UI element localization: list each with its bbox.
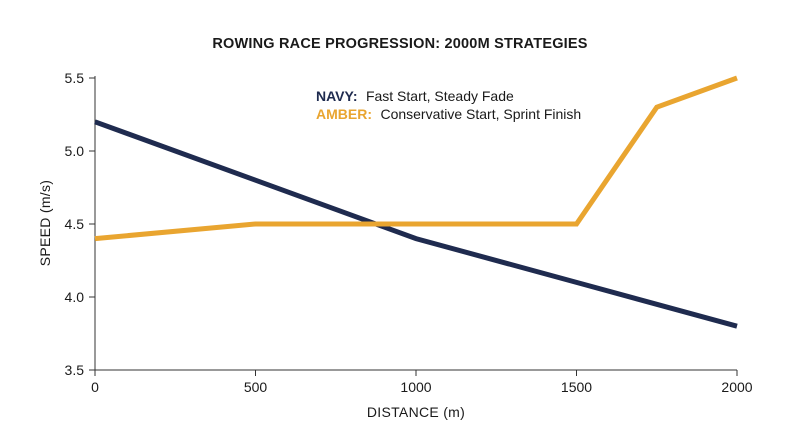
legend-desc-amber: Conservative Start, Sprint Finish [380, 106, 581, 122]
y-tick-label: 4.0 [65, 289, 85, 305]
y-axis-title: SPEED (m/s) [37, 180, 53, 267]
axes: 3.5 4.0 4.5 5.0 5.5 0 500 1000 1500 2000 [65, 70, 753, 395]
legend-desc-navy: Fast Start, Steady Fade [366, 88, 514, 104]
legend: NAVY: Fast Start, Steady Fade AMBER: Con… [316, 88, 581, 123]
y-tick-label: 5.5 [65, 70, 85, 86]
x-axis-title: DISTANCE (m) [367, 404, 465, 420]
y-tick-label: 4.5 [65, 216, 85, 232]
series-line-navy [94, 119, 738, 329]
x-tick-label: 0 [91, 379, 99, 395]
series-line-amber [94, 75, 738, 242]
legend-key-navy: NAVY: [316, 88, 357, 104]
x-tick-label: 500 [244, 379, 268, 395]
y-tick-label: 5.0 [65, 143, 85, 159]
y-tick-label: 3.5 [65, 362, 85, 378]
x-tick-label: 1000 [400, 379, 431, 395]
chart-title: ROWING RACE PROGRESSION: 2000M STRATEGIE… [212, 36, 587, 52]
legend-entry-navy: NAVY: Fast Start, Steady Fade [316, 88, 514, 105]
legend-entry-amber: AMBER: Conservative Start, Sprint Finish [316, 106, 581, 123]
legend-key-amber: AMBER: [316, 106, 372, 122]
x-tick-label: 1500 [561, 379, 592, 395]
x-tick-label: 2000 [721, 379, 752, 395]
series-layer [94, 75, 738, 329]
